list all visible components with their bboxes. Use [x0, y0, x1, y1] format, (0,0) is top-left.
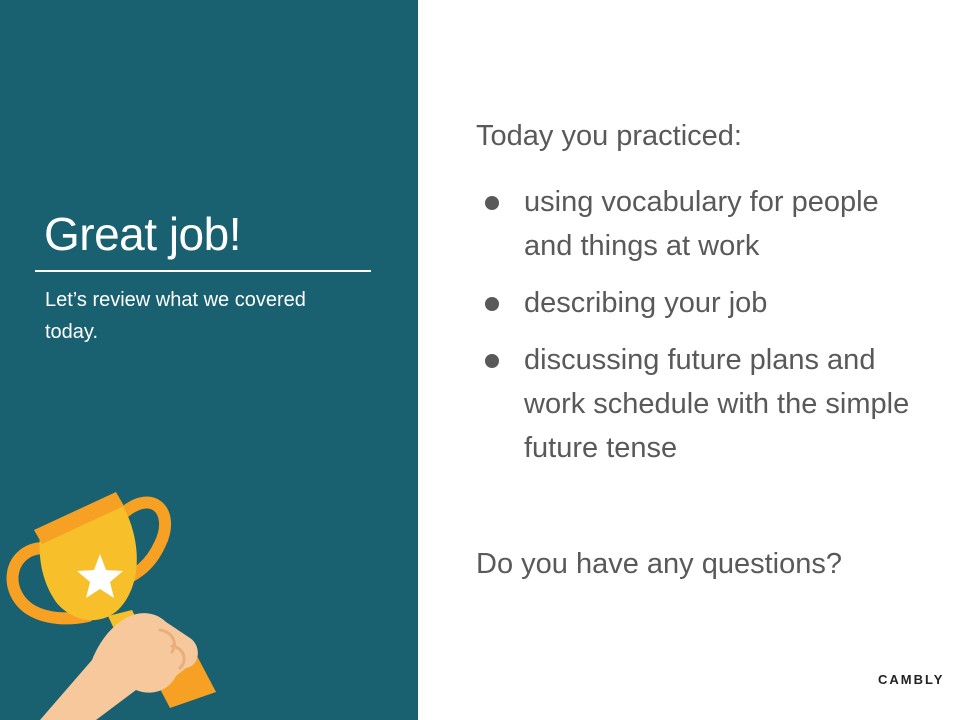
list-item: discussing future plans and work schedul… [476, 338, 916, 470]
left-panel: Great job! Let’s review what we covered … [0, 0, 418, 720]
bullet-icon [485, 196, 499, 210]
slide-subtitle: Let’s review what we covered today. [45, 289, 306, 343]
bullet-icon [485, 354, 499, 368]
practice-list: using vocabulary for people and things a… [476, 180, 916, 483]
trophy-left-handle [6, 542, 94, 625]
trophy-rim [34, 492, 124, 544]
closing-question: Do you have any questions? [476, 548, 842, 580]
trophy-illustration [6, 492, 216, 720]
title-divider [35, 270, 371, 272]
bullet-icon [485, 297, 499, 311]
star-icon [77, 554, 123, 598]
brand-logo: CAMBLY [878, 672, 945, 687]
trophy-right-handle [112, 496, 171, 586]
list-item-text: describing your job [524, 287, 768, 319]
list-item: using vocabulary for people and things a… [476, 180, 916, 268]
slide-title: Great job! [44, 208, 242, 260]
list-item-text: discussing future plans and work schedul… [524, 344, 910, 464]
hand-illustration [40, 613, 198, 720]
practice-intro: Today you practiced: [476, 120, 742, 152]
list-item-text: using vocabulary for people and things a… [524, 186, 879, 262]
list-item: describing your job [476, 281, 916, 325]
